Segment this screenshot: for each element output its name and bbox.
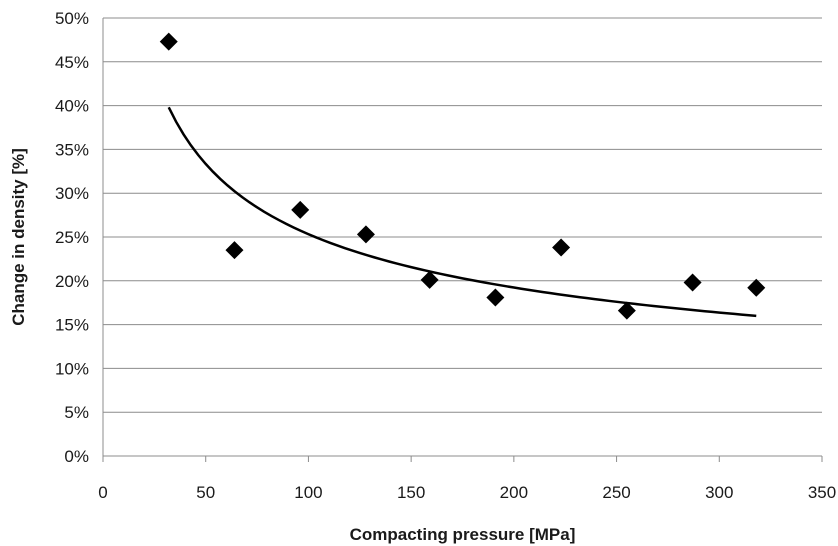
data-point (225, 241, 244, 260)
x-tick-label: 50 (196, 483, 215, 502)
x-tick-label: 250 (602, 483, 630, 502)
y-tick-label: 15% (55, 316, 89, 335)
y-axis-title: Change in density [%] (9, 148, 28, 326)
data-point (683, 273, 702, 292)
data-point (617, 301, 636, 320)
data-points (159, 32, 766, 320)
y-tick-label: 5% (64, 403, 89, 422)
y-tick-label: 20% (55, 272, 89, 291)
data-point (552, 238, 571, 257)
y-tick-label: 0% (64, 447, 89, 466)
y-axis-ticks: 0% 5% 10% 15% 20% 25% 30% 35% 40% 45% 50% (55, 9, 89, 466)
data-point (291, 200, 310, 219)
data-point (159, 32, 178, 51)
x-tick-label: 150 (397, 483, 425, 502)
gridlines (103, 17, 822, 413)
trendline (167, 106, 757, 318)
y-tick-label: 30% (55, 184, 89, 203)
y-tick-label: 50% (55, 9, 89, 28)
x-tick-label: 0 (98, 483, 107, 502)
data-point (747, 278, 766, 297)
y-tick-label: 45% (55, 53, 89, 72)
data-point (356, 225, 375, 244)
x-tick-label: 200 (500, 483, 528, 502)
axes (102, 18, 822, 457)
data-point (420, 270, 439, 289)
x-axis-ticks: 0 50 100 150 200 250 300 350 (98, 456, 836, 502)
x-axis-title: Compacting pressure [MPa] (350, 525, 576, 544)
y-tick-label: 25% (55, 228, 89, 247)
y-tick-label: 35% (55, 140, 89, 159)
y-tick-label: 10% (55, 359, 89, 378)
data-point (486, 288, 505, 307)
y-tick-label: 40% (55, 97, 89, 116)
x-tick-label: 350 (808, 483, 836, 502)
x-tick-label: 100 (294, 483, 322, 502)
x-tick-label: 300 (705, 483, 733, 502)
